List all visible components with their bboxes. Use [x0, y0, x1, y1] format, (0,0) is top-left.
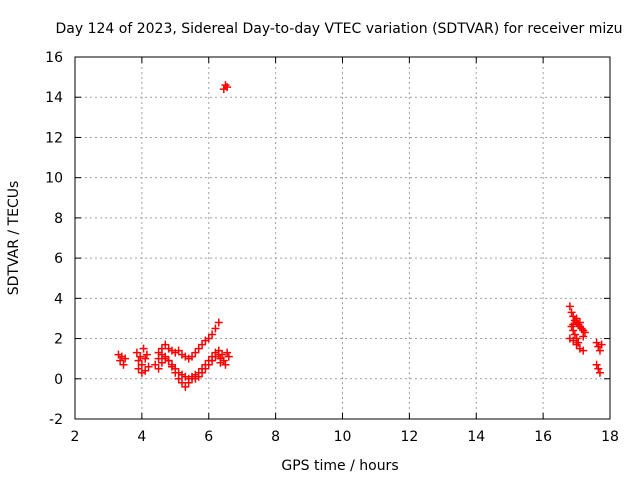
data-point	[579, 346, 588, 355]
data-point	[572, 340, 581, 349]
data-point	[211, 324, 220, 333]
x-tick-label: 12	[400, 429, 418, 445]
data-point	[174, 374, 183, 383]
data-point	[198, 340, 207, 349]
plot-frame	[74, 56, 611, 420]
axes: 2 4 6 8 10 12 14 16 18 -2 0 2 4 6 8 10 12 14 16	[45, 50, 619, 445]
data-point	[134, 364, 143, 373]
data-point	[171, 368, 180, 377]
data-point	[574, 338, 583, 347]
data-point	[221, 360, 230, 369]
y-tick-label: 12	[45, 130, 63, 146]
data-point	[161, 340, 170, 349]
y-axis-title: SDTVAR / TECUs	[6, 181, 22, 296]
y-tick-label: 8	[54, 211, 63, 227]
data-point	[595, 368, 604, 377]
data-point	[116, 356, 125, 365]
data-points	[114, 81, 606, 391]
data-point	[221, 81, 230, 90]
data-point	[157, 358, 166, 367]
data-point	[579, 332, 588, 341]
data-point	[597, 340, 606, 349]
data-point	[194, 344, 203, 353]
x-tick-label: 4	[137, 429, 146, 445]
data-point	[132, 348, 141, 357]
x-tick-label: 8	[271, 429, 280, 445]
data-point	[137, 360, 146, 369]
x-tick-label: 14	[467, 429, 485, 445]
data-point	[214, 350, 223, 359]
data-point	[188, 352, 197, 361]
data-point	[592, 338, 601, 347]
data-point	[208, 356, 217, 365]
data-point	[174, 346, 183, 355]
data-point	[204, 360, 213, 369]
y-tick-label: 14	[45, 90, 63, 106]
data-point	[134, 356, 143, 365]
x-tick-label: 16	[534, 429, 552, 445]
data-point	[181, 382, 190, 391]
x-tick-label: 10	[334, 429, 352, 445]
data-point	[164, 356, 173, 365]
data-point	[121, 354, 130, 363]
data-point	[198, 368, 207, 377]
chart-title: Day 124 of 2023, Sidereal Day-to-day VTE…	[56, 21, 623, 37]
data-point	[201, 364, 210, 373]
data-point	[580, 328, 589, 337]
data-point	[194, 372, 203, 381]
data-point	[224, 352, 233, 361]
data-point	[139, 344, 148, 353]
data-point	[570, 330, 579, 339]
y-tick-label: 6	[54, 251, 63, 267]
y-tick-label: -2	[49, 412, 63, 428]
data-point	[191, 348, 200, 357]
data-point	[592, 360, 601, 369]
data-point	[161, 352, 170, 361]
x-axis-title: GPS time / hours	[281, 458, 398, 474]
data-point	[184, 378, 193, 387]
data-point	[119, 360, 128, 369]
data-point	[595, 346, 604, 355]
data-point	[204, 334, 213, 343]
data-point	[142, 350, 151, 359]
x-tick-label: 2	[71, 429, 80, 445]
y-tick-label: 16	[45, 50, 63, 66]
data-point	[565, 302, 574, 311]
data-point	[141, 354, 150, 363]
x-tick-label: 6	[204, 429, 213, 445]
data-point	[154, 364, 163, 373]
data-point	[154, 354, 163, 363]
data-point	[141, 366, 150, 375]
data-point	[569, 320, 578, 329]
y-tick-label: 10	[45, 171, 63, 187]
data-point	[214, 318, 223, 327]
y-tick-label: 0	[54, 372, 63, 388]
data-point	[223, 348, 232, 357]
data-point	[144, 362, 153, 371]
data-point	[151, 360, 160, 369]
data-point	[208, 330, 217, 339]
x-tick-label: 18	[601, 429, 619, 445]
data-point	[567, 308, 576, 317]
data-point	[136, 352, 145, 361]
data-point	[216, 358, 225, 367]
data-point	[569, 336, 578, 345]
data-point	[178, 378, 186, 387]
y-tick-label: 2	[54, 332, 63, 348]
data-point	[167, 362, 176, 371]
data-point	[572, 314, 581, 323]
data-point	[594, 364, 603, 373]
data-point	[575, 318, 584, 327]
y-tick-label: 4	[54, 291, 63, 307]
data-point	[223, 83, 232, 92]
grid	[75, 57, 610, 419]
